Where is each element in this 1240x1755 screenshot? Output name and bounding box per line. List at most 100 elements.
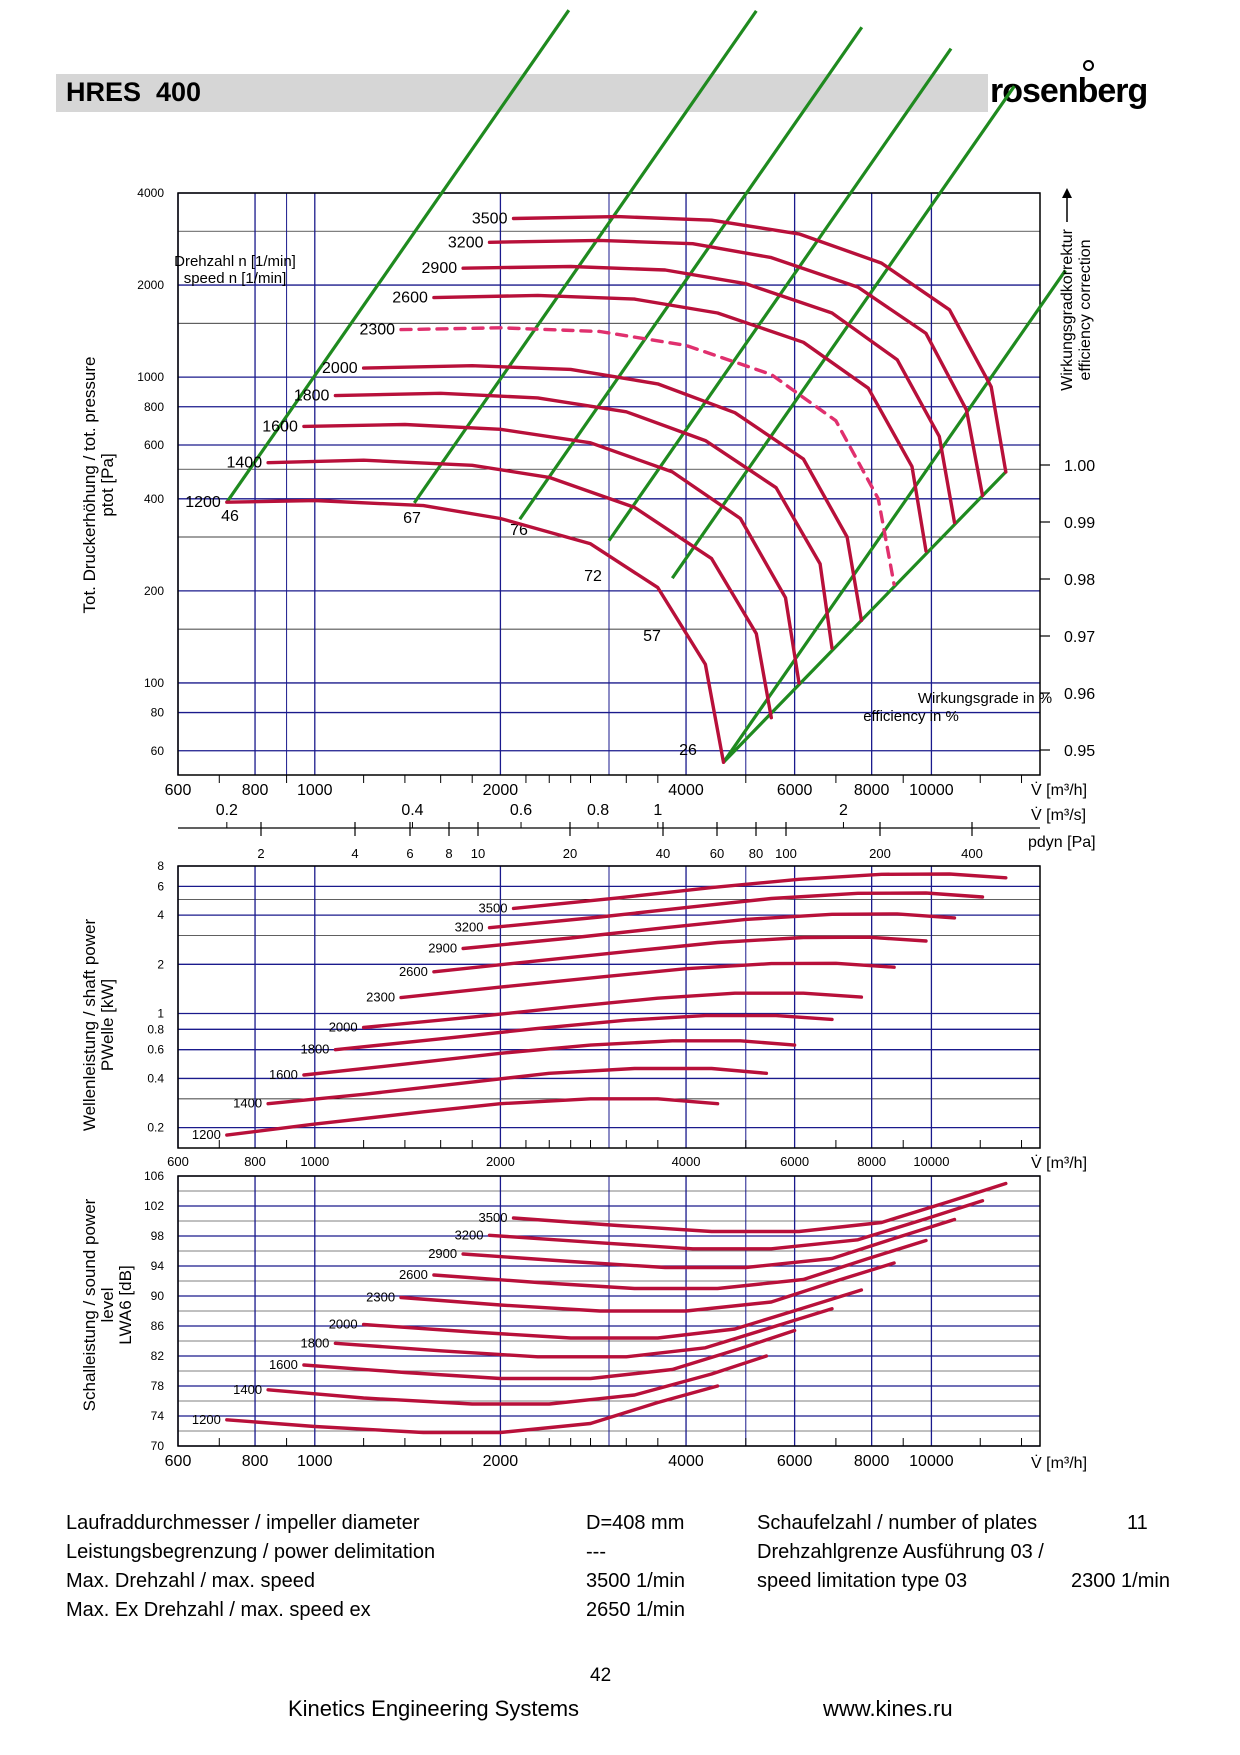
spec-value-delimitation: ---: [586, 1541, 606, 1563]
sound-x-tick-label: 600: [165, 1453, 192, 1470]
correction-tick-label: 0.99: [1064, 515, 1095, 532]
sound-speed-label: 1200: [192, 1412, 221, 1427]
pressure-y-tick-label: 60: [151, 744, 165, 758]
sound-y-axis-unit: LWA6 [dB]: [116, 1265, 135, 1344]
flow-ms-tick-label: 0.6: [510, 802, 532, 819]
power-speed-label: 2000: [329, 1020, 358, 1035]
power-y-tick-label: 0.8: [147, 1022, 164, 1036]
pdyn-tick-label: 2: [257, 846, 264, 861]
sound-curve-2900: [461, 1217, 957, 1270]
pressure-speed-label: 1200: [185, 494, 221, 511]
page-number: 42: [590, 1665, 612, 1686]
power-speed-label: 2600: [399, 964, 428, 979]
power-speed-label: 1200: [192, 1127, 221, 1142]
sound-curve-1400: [266, 1354, 769, 1406]
sound-curve-1200: [225, 1384, 720, 1435]
efficiency-line-aux: [564, 584, 894, 667]
sound-speed-label: 2600: [399, 1267, 428, 1282]
pdyn-tick-label: 40: [656, 846, 670, 861]
sound-speed-label: 3200: [455, 1227, 484, 1242]
pressure-curve-1600: [302, 422, 801, 685]
sound-y-tick-label: 86: [151, 1319, 165, 1333]
flow-ms-tick-label: 0.4: [401, 802, 423, 819]
pdyn-tick-label: 400: [961, 846, 983, 861]
spec-value-plates: 11: [1127, 1512, 1148, 1534]
spec-value-max-speed-ex: 2650 1/min: [586, 1599, 685, 1621]
correction-tick-label: 0.97: [1064, 629, 1095, 646]
pressure-x-tick-label: 6000: [777, 782, 813, 799]
sound-speed-label: 3500: [479, 1210, 508, 1225]
pressure-speed-label: 1800: [294, 388, 330, 405]
efficiency-label-de: Wirkungsgrade in %: [918, 690, 1052, 707]
pressure-curve-3200: [487, 238, 985, 498]
efficiency-line: [670, 85, 1016, 580]
spec-value-max-speed: 3500 1/min: [586, 1570, 685, 1592]
pdyn-tick-label: 200: [869, 846, 891, 861]
efficiency-label: 26: [679, 742, 697, 759]
page-title: HRES 400: [66, 77, 202, 107]
power-curve-1800: [333, 1013, 834, 1052]
sound-curve-1800: [333, 1307, 834, 1359]
pressure-y-tick-label: 1000: [137, 370, 164, 384]
sound-curve-3200: [487, 1199, 985, 1251]
power-x-tick-label: 6000: [780, 1154, 809, 1169]
website-link[interactable]: www.kines.ru: [823, 1696, 953, 1721]
pressure-y-tick-label: 800: [144, 400, 164, 414]
power-y-axis-title: Wellenleistung / shaft power: [80, 919, 99, 1132]
pressure-curve-1800: [333, 391, 834, 650]
sound-y-tick-label: 74: [151, 1409, 165, 1423]
sound-y-tick-label: 90: [151, 1289, 165, 1303]
pressure-chart-frame: [177, 192, 1041, 776]
pressure-x-tick-label: 4000: [668, 782, 704, 799]
volume-flow-unit-2: V̇ [m³/s]: [1031, 806, 1086, 824]
spec-value-speed-limit: 2300 1/min: [1071, 1570, 1170, 1592]
power-curve-1600: [302, 1039, 797, 1077]
power-x-tick-label: 4000: [672, 1154, 701, 1169]
sound-speed-label: 2000: [329, 1317, 358, 1332]
pressure-y-tick-label: 100: [144, 676, 164, 690]
spec-label-max-speed: Max. Drehzahl / max. speed: [66, 1570, 315, 1592]
pressure-curve-3500: [511, 214, 1008, 474]
efficiency-label: 46: [221, 508, 239, 525]
power-speed-label: 1800: [300, 1042, 329, 1057]
pressure-y-axis-unit: ptot [Pa]: [98, 453, 117, 516]
pressure-x-tick-label: 10000: [909, 782, 954, 799]
efficiency-line: [722, 269, 1067, 764]
power-x-unit: V̇ [m³/h]: [1031, 1154, 1087, 1172]
pdyn-tick-label: 10: [471, 846, 485, 861]
correction-axis-title: Wirkungsgradkorrektur: [1059, 228, 1076, 391]
power-y-axis-unit: PWelle [kW]: [98, 979, 117, 1071]
power-y-tick-label: 8: [157, 859, 164, 873]
power-x-tick-label: 10000: [913, 1154, 949, 1169]
pdyn-tick-label: 80: [749, 846, 763, 861]
power-y-tick-label: 0.4: [147, 1071, 164, 1085]
power-speed-label: 1600: [269, 1067, 298, 1082]
spec-label-delimitation: Leistungsbegrenzung / power delimitation: [66, 1541, 436, 1563]
speed-label-de: Drehzahl n [1/min]: [174, 253, 296, 270]
flow-ms-tick-label: 2: [839, 802, 848, 819]
pressure-speed-label: 2000: [322, 360, 358, 377]
pressure-x-tick-label: 8000: [854, 782, 890, 799]
sound-x-tick-label: 6000: [777, 1453, 813, 1470]
pressure-x-tick-label: 600: [165, 782, 192, 799]
pressure-speed-label: 3200: [448, 234, 484, 251]
brand-logo: rosenberg: [990, 72, 1148, 110]
sound-y-tick-label: 106: [144, 1169, 164, 1183]
company-name: Kinetics Engineering Systems: [288, 1696, 580, 1721]
power-speed-label: 1400: [233, 1096, 262, 1111]
sound-x-tick-label: 10000: [909, 1453, 954, 1470]
power-x-tick-label: 800: [244, 1154, 266, 1169]
sound-y-tick-label: 70: [151, 1439, 165, 1453]
sound-curve-3500: [511, 1181, 1008, 1234]
pressure-x-tick-label: 2000: [483, 782, 519, 799]
power-x-tick-label: 2000: [486, 1154, 515, 1169]
efficiency-line: [412, 9, 758, 504]
sound-curve-1600: [302, 1328, 797, 1381]
pressure-y-tick-label: 80: [151, 706, 165, 720]
spec-label-plates: Schaufelzahl / number of plates: [757, 1512, 1038, 1534]
pdyn-tick-label: 100: [775, 846, 797, 861]
logo-dot-mark: [1083, 60, 1094, 71]
efficiency-label: 57: [643, 628, 661, 645]
spec-value-diameter: D=408 mm: [586, 1512, 685, 1534]
